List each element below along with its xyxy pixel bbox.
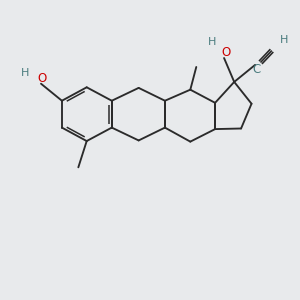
Text: O: O <box>38 72 47 85</box>
Text: H: H <box>21 68 29 78</box>
Text: C: C <box>252 63 260 76</box>
Text: H: H <box>208 37 216 47</box>
Text: H: H <box>280 35 289 45</box>
Text: O: O <box>221 46 230 59</box>
